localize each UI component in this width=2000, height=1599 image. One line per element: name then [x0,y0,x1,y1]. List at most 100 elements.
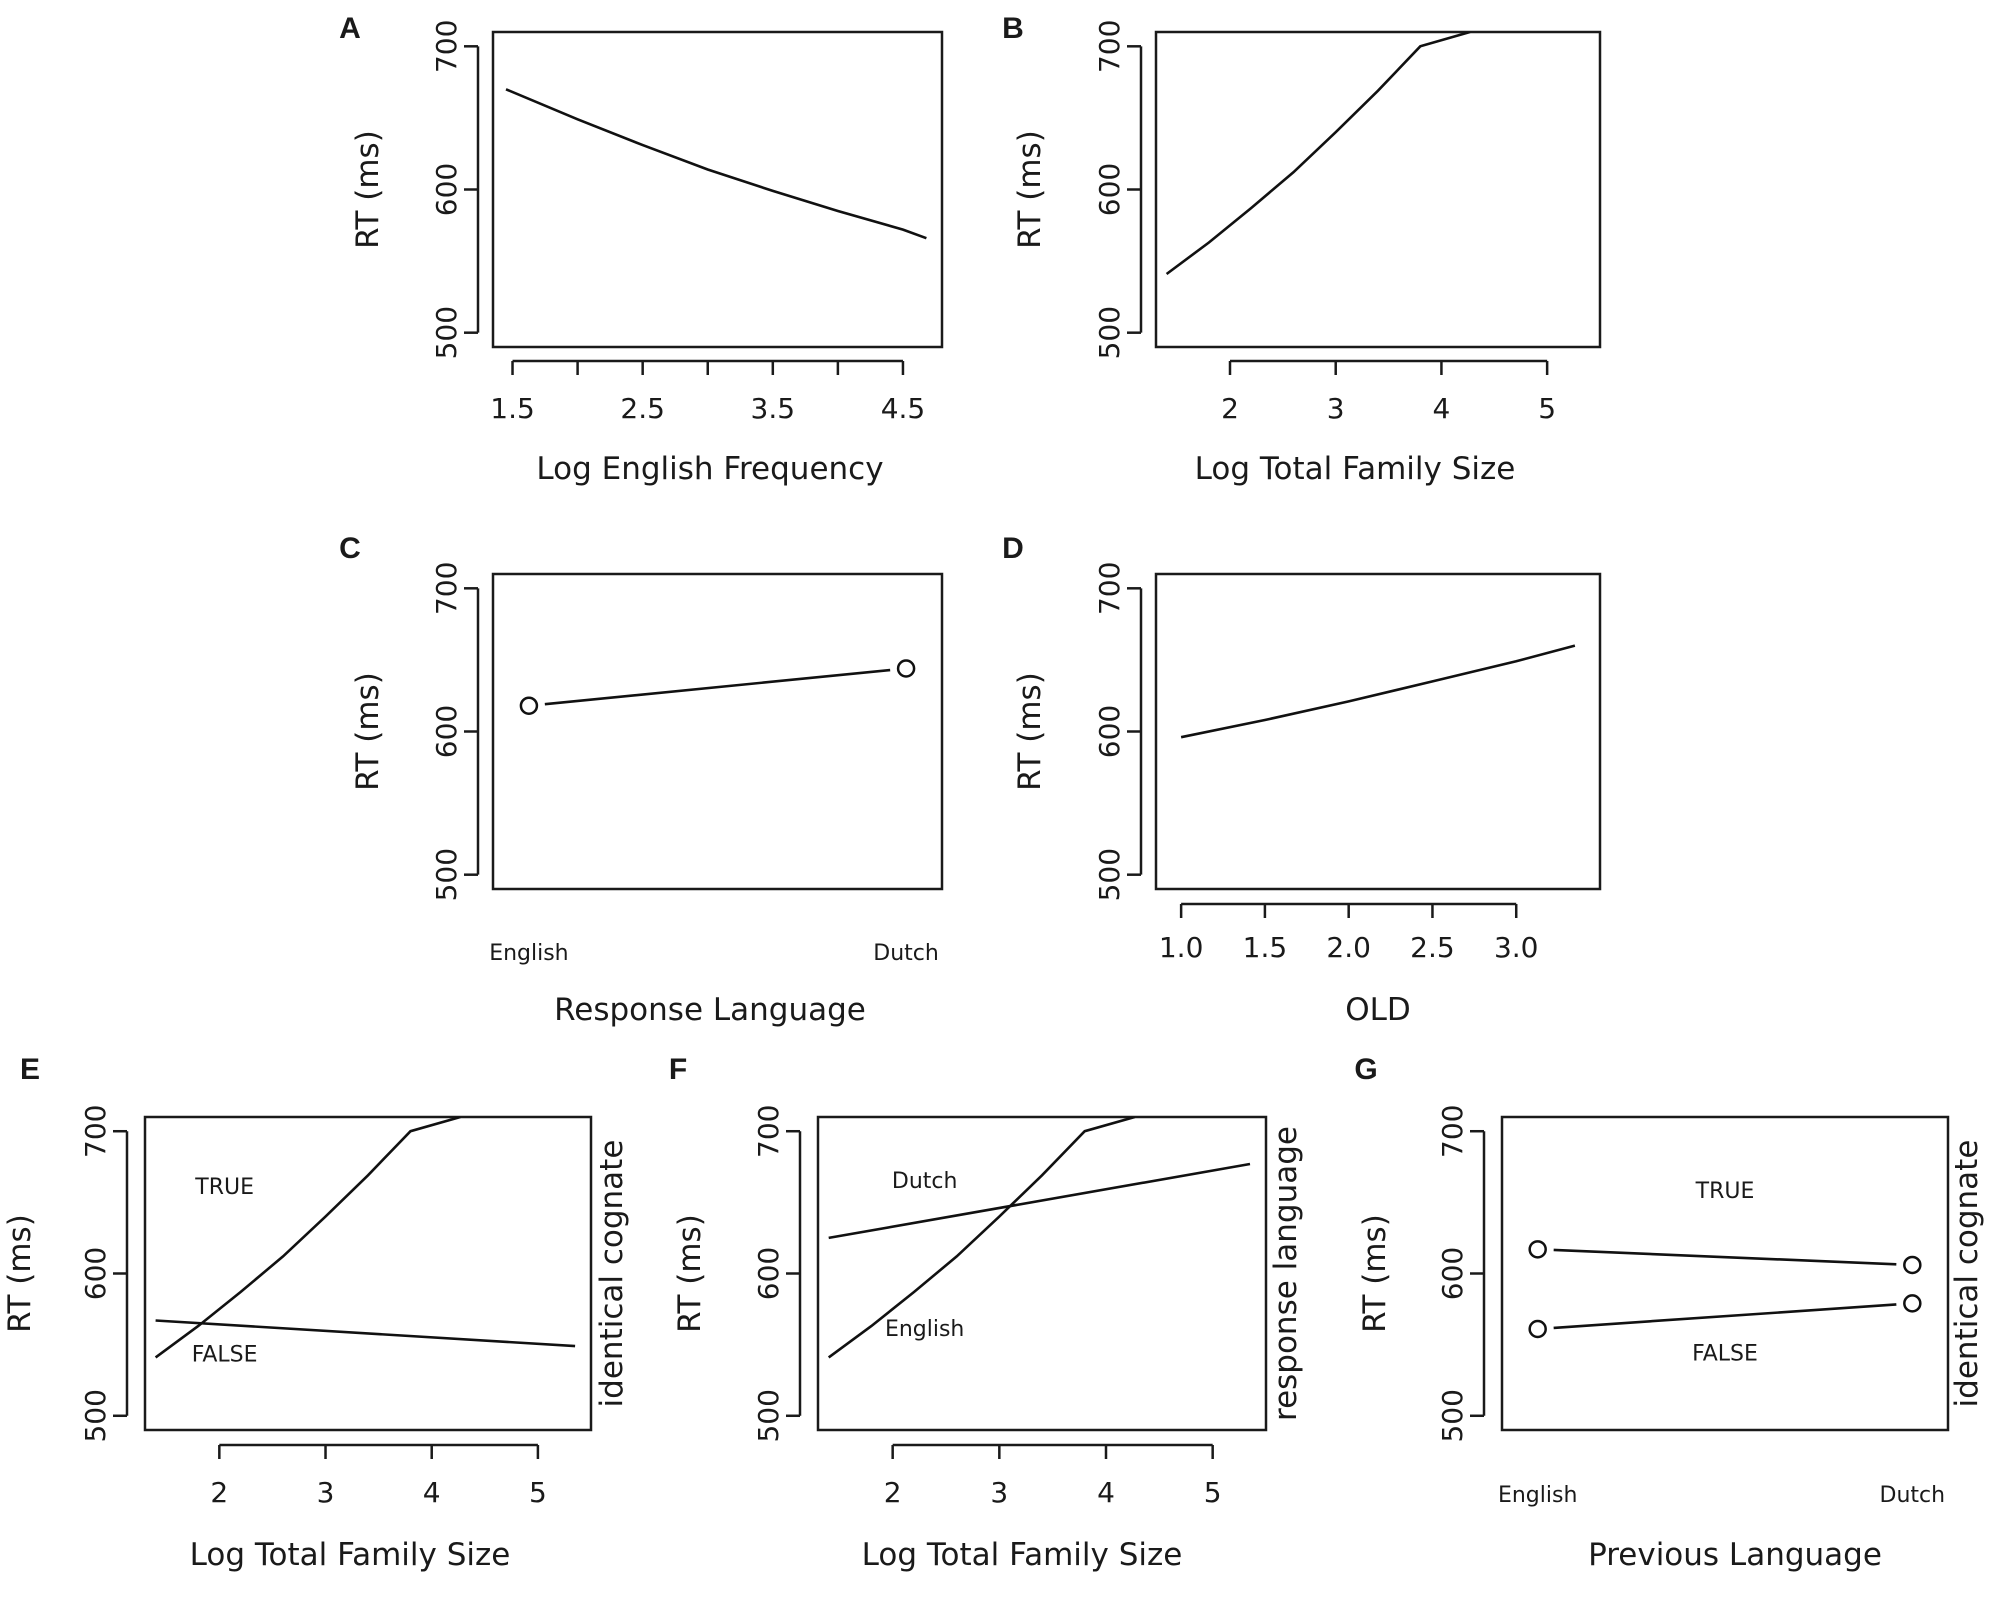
y-tick-label: 500 [1436,1389,1469,1442]
y-axis-title: RT (ms) [350,130,386,249]
data-point [1528,1319,1547,1339]
series-line [154,1117,461,1359]
x-tick-label: 2.5 [1410,931,1455,964]
x-tick-label: 3 [1327,392,1345,425]
x-category-label: Dutch [873,941,939,966]
data-point [1903,1294,1922,1313]
series-line [828,1162,1251,1240]
x-axis-title: Log Total Family Size [862,1537,1183,1573]
y-tick-label: 600 [430,163,463,216]
x-axis-title: Log English Frequency [536,451,883,487]
panel-d: D 500 600 700 RT (ms) 1.0 1.5 2.0 2.5 3.0 OLD [1002,532,1602,1028]
series-line [1165,32,1471,276]
series-label: English [885,1317,964,1342]
x-tick-label: 5 [1538,392,1556,425]
x-tick-label: 4 [1433,392,1451,425]
x-tick-label: 1.5 [490,392,535,425]
series-label: Dutch [892,1169,958,1194]
y-tick-label: 500 [79,1389,112,1442]
x-tick-label: 2.0 [1326,931,1371,964]
y-tick-label: 600 [79,1247,112,1300]
y-tick-label: 600 [1093,705,1126,758]
y-axis-title: RT (ms) [350,672,386,791]
panel-letter: B [1002,12,1024,45]
x-axis-title: Response Language [554,992,866,1028]
x-category-label: English [1498,1483,1577,1508]
x-tick-label: 5 [1204,1476,1222,1509]
y-tick-label: 700 [752,1105,785,1158]
plot-frame [491,572,944,891]
panel-letter: D [1002,532,1024,565]
x-tick-label: 2 [884,1476,902,1509]
x-tick-label: 1.0 [1159,931,1204,964]
right-axis-title: identical cognate [1949,1140,1985,1408]
series-line [1553,1303,1897,1330]
x-axis-title: OLD [1345,992,1411,1028]
plot-frame [1154,572,1602,891]
panel-c: C 500 600 700 RT (ms) English Dutch Response La… [339,532,944,1028]
x-tick-label: 4 [1097,1476,1115,1509]
x-tick-label: 3 [317,1476,335,1509]
plot-frame [1500,1115,1950,1432]
x-tick-label: 3.5 [751,392,796,425]
y-tick-label: 500 [1093,848,1126,901]
y-axis-title: RT (ms) [2,1214,38,1333]
y-tick-label: 600 [752,1247,785,1300]
y-tick-label: 700 [1093,562,1126,615]
panel-b: B 500 600 700 RT (ms) 2 3 4 5 Log Total Family Si… [1002,12,1602,487]
y-tick-label: 700 [79,1105,112,1158]
series-line [1180,644,1576,739]
x-tick-label: 4 [423,1476,441,1509]
x-axis-title: Log Total Family Size [190,1537,511,1573]
series-label: TRUE [194,1175,254,1200]
x-tick-label: 2 [210,1476,228,1509]
panel-letter: A [339,12,361,45]
series-label: TRUE [1695,1179,1755,1204]
right-axis-title: response language [1268,1126,1304,1421]
series-label: FALSE [192,1343,258,1368]
x-tick-label: 3.0 [1494,931,1539,964]
panel-f: F 500 600 700 RT (ms) 2 3 4 5 Log Total Family Si… [669,1053,1304,1573]
right-axis-title: identical cognate [594,1140,630,1408]
data-point [896,659,916,678]
data-point [519,696,539,715]
x-axis-title: Previous Language [1588,1537,1882,1573]
y-tick-label: 700 [430,562,463,615]
panel-letter: E [20,1053,40,1086]
series-line [827,1117,1136,1359]
data-point [1903,1255,1922,1275]
series-line [1553,1248,1897,1266]
series-label: FALSE [1692,1341,1758,1366]
y-tick-label: 500 [430,306,463,359]
x-tick-label: 2 [1221,392,1239,425]
y-tick-label: 600 [430,705,463,758]
x-tick-label: 5 [529,1476,547,1509]
x-category-label: Dutch [1880,1483,1946,1508]
series-line [155,1319,576,1348]
x-axis-title: Log Total Family Size [1195,451,1516,487]
panel-a: A 500 600 700 RT (ms) 1.5 2.5 3.5 4.5 Log English… [339,12,944,487]
y-tick-label: 700 [1093,20,1126,73]
series-line [544,668,891,706]
panel-g: G 500 600 700 RT (ms) English Dutch Previous La… [1354,1053,1985,1573]
plot-frame [1154,30,1602,349]
y-axis-title: RT (ms) [1012,130,1048,249]
panel-letter: F [669,1053,687,1086]
series-line [505,88,927,240]
x-tick-label: 2.5 [620,392,665,425]
x-tick-label: 1.5 [1243,931,1288,964]
plot-frame [816,1115,1268,1432]
x-tick-label: 3 [990,1476,1008,1509]
panel-e: E 500 600 700 RT (ms) 2 3 4 5 Log Total Family Si… [2,1053,630,1573]
y-axis-title: RT (ms) [1012,672,1048,791]
y-tick-label: 500 [752,1389,785,1442]
y-tick-label: 500 [430,848,463,901]
y-tick-label: 500 [1093,306,1126,359]
plot-frame [491,30,944,349]
y-axis-title: RT (ms) [672,1214,708,1333]
y-tick-label: 600 [1436,1247,1469,1300]
y-axis-title: RT (ms) [1357,1214,1393,1333]
y-tick-label: 600 [1093,163,1126,216]
x-tick-label: 4.5 [881,392,926,425]
